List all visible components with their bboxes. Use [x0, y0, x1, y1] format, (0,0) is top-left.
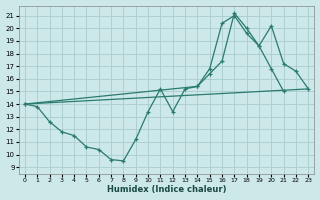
- X-axis label: Humidex (Indice chaleur): Humidex (Indice chaleur): [107, 185, 226, 194]
